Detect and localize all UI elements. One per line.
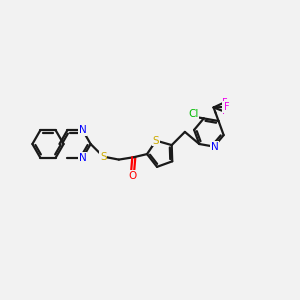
Text: F: F <box>224 102 230 112</box>
Text: S: S <box>100 152 106 162</box>
Text: Cl: Cl <box>188 109 199 118</box>
Text: S: S <box>153 136 159 146</box>
Text: N: N <box>79 152 87 163</box>
Text: N: N <box>211 142 218 152</box>
Text: O: O <box>128 171 137 181</box>
Text: N: N <box>79 125 87 136</box>
Text: F: F <box>222 106 228 116</box>
Text: F: F <box>222 98 228 108</box>
